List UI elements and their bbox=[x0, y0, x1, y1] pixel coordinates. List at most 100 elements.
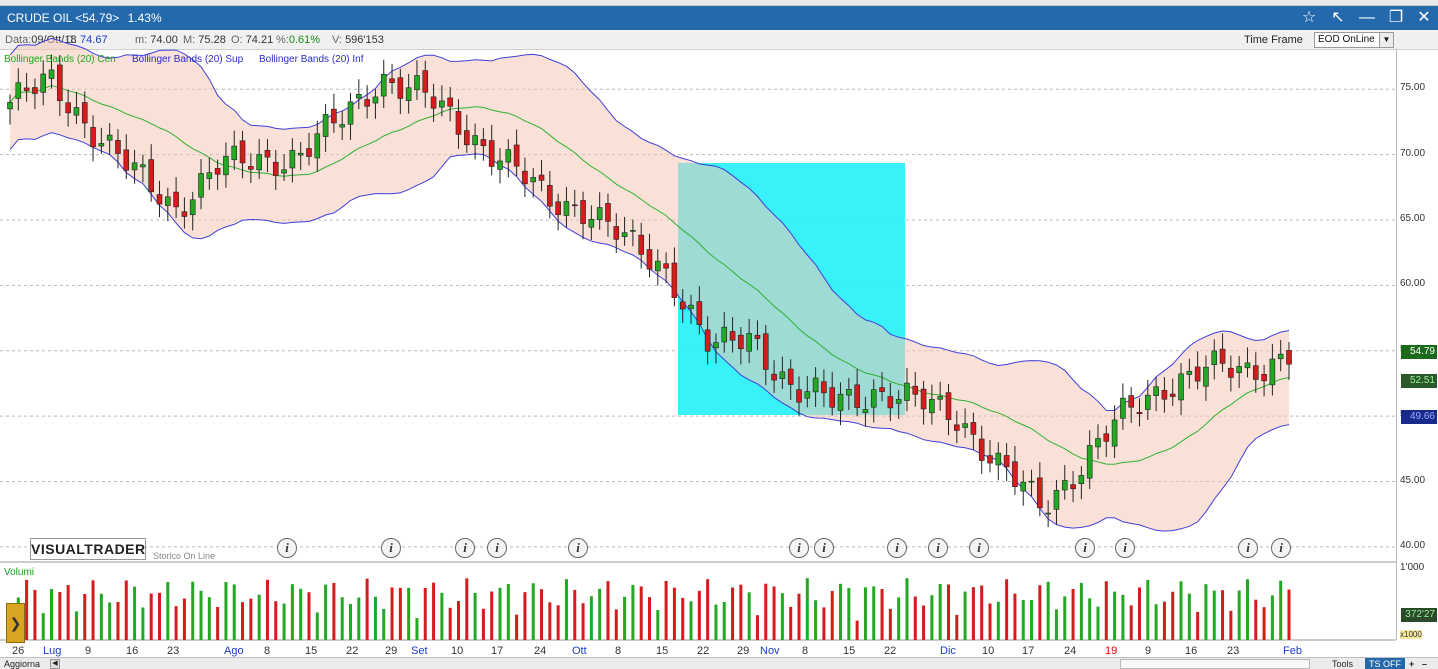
news-info-icon[interactable]: i bbox=[381, 538, 401, 558]
candle bbox=[90, 127, 96, 148]
timeframe-label: Time Frame bbox=[1244, 34, 1303, 46]
date-tick-label: 15 bbox=[305, 645, 318, 657]
candle bbox=[15, 82, 22, 99]
candle bbox=[223, 155, 229, 176]
volume-bar bbox=[91, 580, 95, 640]
date-tick-label: Lug bbox=[43, 645, 62, 657]
volume-bar bbox=[747, 592, 751, 640]
chevron-down-icon[interactable]: ▼ bbox=[1379, 33, 1393, 47]
volume-bar bbox=[1221, 590, 1225, 640]
volume-bar bbox=[191, 581, 195, 640]
candle bbox=[1028, 480, 1035, 483]
volume-current-tag: 372'27 bbox=[1401, 608, 1437, 622]
volume-bar bbox=[1030, 600, 1034, 640]
date-tick-label: Ago bbox=[224, 645, 244, 657]
candle bbox=[1244, 362, 1251, 369]
volume-bar bbox=[74, 611, 78, 640]
volume-bar bbox=[872, 586, 876, 640]
date-tick-label: 10 bbox=[451, 645, 464, 657]
candle bbox=[65, 102, 71, 114]
news-info-icon[interactable]: i bbox=[568, 538, 588, 558]
candle bbox=[289, 149, 296, 169]
candle bbox=[1053, 490, 1060, 510]
volume-label: Volumi bbox=[4, 567, 35, 578]
timeframe-select[interactable]: EOD OnLine ▼ bbox=[1314, 32, 1394, 48]
news-info-icon[interactable]: i bbox=[277, 538, 297, 558]
news-info-icon[interactable]: i bbox=[969, 538, 989, 558]
candle bbox=[538, 174, 545, 181]
news-info-icon[interactable]: i bbox=[1271, 538, 1291, 558]
timeframe-value: EOD OnLine bbox=[1318, 34, 1375, 45]
date-tick-label: Nov bbox=[760, 645, 780, 657]
candle bbox=[879, 387, 885, 392]
news-info-icon[interactable]: i bbox=[455, 538, 475, 558]
news-info-icon[interactable]: i bbox=[487, 538, 507, 558]
volume-bar bbox=[1013, 593, 1017, 640]
tools-button[interactable]: Tools bbox=[1332, 659, 1354, 669]
volume-bar bbox=[465, 578, 469, 640]
candle bbox=[140, 164, 146, 168]
news-info-icon[interactable]: i bbox=[1075, 538, 1095, 558]
volume-bar bbox=[1179, 581, 1183, 640]
volume-bar bbox=[656, 610, 660, 640]
refresh-button[interactable]: Aggiorna bbox=[4, 659, 41, 669]
volume-bar bbox=[83, 593, 87, 640]
candle bbox=[1194, 366, 1201, 382]
news-info-icon[interactable]: i bbox=[814, 538, 834, 558]
volume-bar bbox=[623, 596, 627, 640]
candle bbox=[738, 334, 744, 350]
volume-bar bbox=[299, 588, 303, 640]
volume-unit: x1000 bbox=[1400, 630, 1422, 639]
candle bbox=[173, 191, 179, 208]
volume-bar bbox=[1212, 590, 1216, 640]
volume-bar bbox=[905, 578, 909, 640]
minimize-button[interactable]: — bbox=[1359, 9, 1375, 26]
candle bbox=[1252, 365, 1259, 380]
candle bbox=[397, 77, 404, 99]
candle bbox=[314, 133, 321, 159]
volume-bar bbox=[672, 587, 676, 640]
date-tick-label: 15 bbox=[656, 645, 669, 657]
candle bbox=[40, 73, 47, 93]
candle bbox=[1277, 353, 1284, 360]
scroll-left-button[interactable]: ❯ bbox=[6, 603, 25, 643]
volume-bar bbox=[133, 586, 137, 640]
candle bbox=[1203, 366, 1209, 387]
volume-bar bbox=[971, 587, 975, 640]
news-info-icon[interactable]: i bbox=[1115, 538, 1135, 558]
volume-bar bbox=[830, 590, 834, 640]
volume-bar bbox=[456, 601, 460, 640]
candle bbox=[696, 301, 703, 325]
candle bbox=[1078, 475, 1085, 484]
volume-bar bbox=[913, 596, 917, 640]
restore-button[interactable]: ❐ bbox=[1388, 9, 1404, 26]
date-tick-label: Dic bbox=[940, 645, 956, 657]
close-button[interactable]: ✕ bbox=[1417, 9, 1431, 26]
volume-bar bbox=[1113, 591, 1117, 640]
volume-bar bbox=[963, 591, 967, 640]
volume-bar bbox=[340, 597, 344, 640]
scroll-left-icon[interactable]: ◀ bbox=[50, 659, 60, 669]
news-info-icon[interactable]: i bbox=[1238, 538, 1258, 558]
volume-bar bbox=[764, 583, 768, 640]
band-fill bbox=[10, 38, 1289, 532]
news-info-icon[interactable]: i bbox=[928, 538, 948, 558]
horizontal-scrollbar[interactable] bbox=[1120, 659, 1310, 669]
candle bbox=[862, 409, 869, 413]
volume-bar bbox=[731, 587, 735, 640]
volume-bar bbox=[1005, 579, 1009, 640]
zoom-in-button[interactable]: + bbox=[1409, 659, 1415, 669]
news-info-icon[interactable]: i bbox=[789, 538, 809, 558]
volume-bar bbox=[33, 589, 37, 640]
date-tick-label: 29 bbox=[737, 645, 750, 657]
favorite-icon[interactable]: ☆ bbox=[1301, 9, 1317, 26]
ts-off-button[interactable]: TS OFF bbox=[1365, 658, 1405, 669]
candle bbox=[796, 389, 802, 403]
candle bbox=[256, 154, 262, 171]
cursor-icon[interactable]: ↖ bbox=[1331, 9, 1345, 26]
news-info-icon[interactable]: i bbox=[887, 538, 907, 558]
volume-bar bbox=[382, 608, 386, 640]
zoom-out-button[interactable]: – bbox=[1422, 659, 1428, 669]
